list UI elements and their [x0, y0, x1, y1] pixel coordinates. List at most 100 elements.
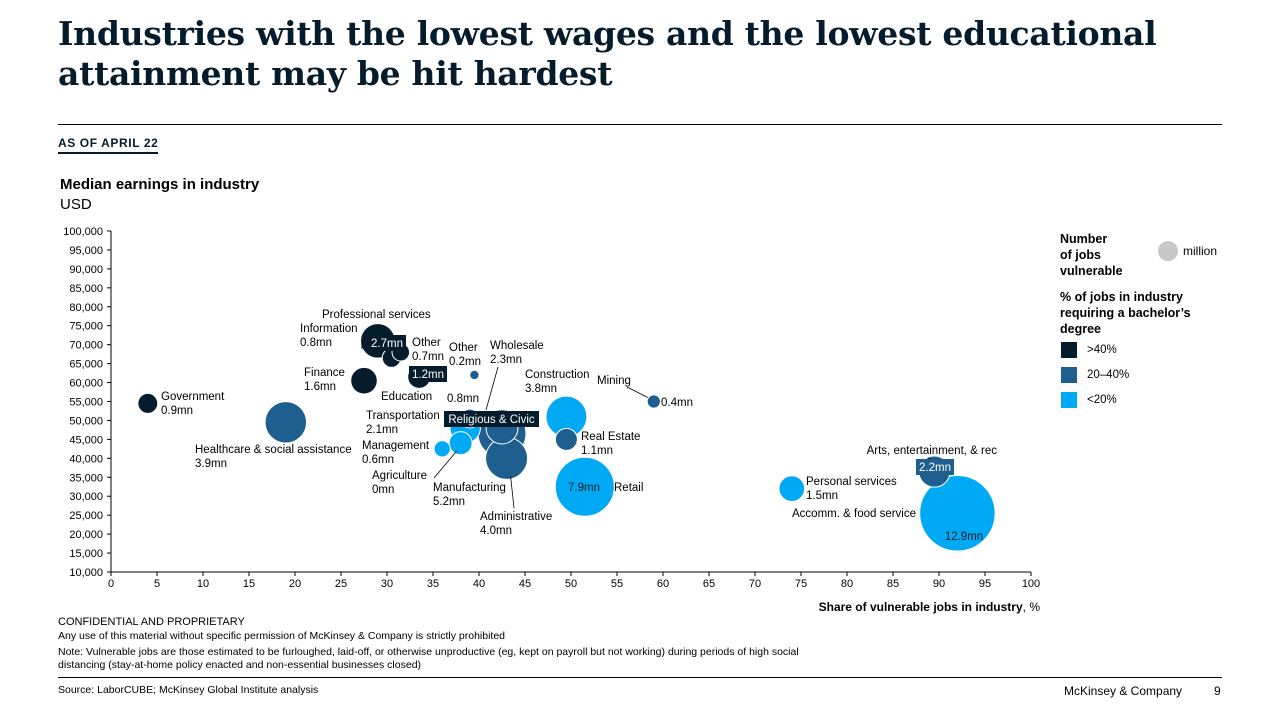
y-tick-label: 60,000: [69, 378, 103, 390]
x-tick-label: 35: [427, 578, 439, 590]
leader-line: [510, 476, 515, 509]
data-label: Other: [412, 337, 441, 349]
data-label: Professional services: [322, 309, 431, 321]
data-bubble: [433, 440, 451, 458]
y-tick-label: 30,000: [69, 491, 103, 503]
data-label: Information: [300, 323, 358, 335]
data-label: Manufacturing: [433, 482, 506, 494]
y-tick-label: 75,000: [69, 321, 103, 333]
y-tick-label: 100,000: [63, 226, 103, 238]
data-label: Wholesale: [490, 340, 544, 352]
data-label: 4.0mn: [480, 525, 512, 537]
data-label: 3.8mn: [525, 383, 557, 395]
bubble-value-label-box: [368, 335, 406, 351]
y-tick-label: 15,000: [69, 548, 103, 560]
data-label: Administrative: [480, 511, 552, 523]
data-label: 1.6mn: [304, 381, 336, 393]
data-label: 0.4mn: [661, 397, 693, 409]
x-axis-title-unit: , %: [1022, 600, 1040, 614]
page-number: 9: [1214, 684, 1221, 698]
x-tick-label: 95: [979, 578, 991, 590]
source-note: Source: LaborCUBE; McKinsey Global Insti…: [58, 684, 319, 696]
footnote: Note: Vulnerable jobs are those estimate…: [58, 646, 799, 671]
legend-size-marker: [1158, 241, 1178, 261]
legend-size-title: Number of jobs vulnerable: [1060, 232, 1123, 278]
data-bubble: [554, 456, 615, 517]
legend-item-label: >40%: [1087, 344, 1117, 356]
data-bubble: [919, 475, 996, 552]
y-tick-label: 35,000: [69, 472, 103, 484]
bubble-value-label: 2.7mn: [371, 338, 403, 350]
x-tick-label: 65: [703, 578, 715, 590]
legend-swatch: [1061, 342, 1077, 358]
usage-notice: Any use of this material without specifi…: [58, 630, 506, 642]
y-axis-unit: USD: [60, 196, 92, 213]
bubble-name-label-box: [444, 411, 539, 427]
data-label: Mining: [597, 375, 631, 387]
data-label: 3.9mn: [195, 458, 227, 470]
y-tick-label: 45,000: [69, 434, 103, 446]
y-tick-label: 70,000: [69, 340, 103, 352]
y-tick-label: 40,000: [69, 453, 103, 465]
data-label: 1.5mn: [806, 490, 838, 502]
x-tick-label: 20: [289, 578, 301, 590]
data-label: Agriculture: [372, 470, 427, 482]
data-bubble: [448, 431, 473, 456]
data-label: Other: [449, 342, 478, 354]
legend-item-low: <20%: [1061, 392, 1117, 408]
bubble-value-label: 1.2mn: [412, 369, 444, 381]
bubble-name-label: Religious & Civic: [448, 414, 535, 426]
data-label: Healthcare & social assistance: [195, 444, 352, 456]
data-bubble: [264, 401, 308, 444]
data-bubble: [469, 369, 480, 381]
legend-item-label: <20%: [1087, 394, 1117, 406]
top-divider: [58, 124, 1222, 125]
data-bubble: [350, 366, 378, 395]
x-tick-label: 15: [243, 578, 255, 590]
data-label: 0.9mn: [161, 405, 193, 417]
x-axis-title: Share of vulnerable jobs in industry, %: [760, 600, 1040, 614]
confidential-label: CONFIDENTIAL AND PROPRIETARY: [58, 616, 245, 628]
x-tick-label: 30: [381, 578, 393, 590]
y-tick-label: 10,000: [69, 567, 103, 579]
data-label: 0.8mn: [447, 393, 479, 405]
x-tick-label: 55: [611, 578, 623, 590]
x-tick-label: 0: [108, 578, 114, 590]
data-label: Personal services: [806, 476, 897, 488]
bubble-value-label: 2.2mn: [919, 462, 951, 474]
x-tick-label: 40: [473, 578, 485, 590]
data-label: Management: [362, 440, 430, 452]
x-tick-label: 50: [565, 578, 577, 590]
data-bubble: [554, 427, 578, 451]
page-title: Industries with the lowest wages and the…: [58, 14, 1157, 93]
data-label: Government: [161, 391, 225, 403]
data-label: 0.2mn: [449, 356, 481, 368]
data-label: 0.7mn: [412, 351, 444, 363]
legend-item-high: >40%: [1061, 342, 1117, 358]
y-tick-label: 25,000: [69, 510, 103, 522]
x-tick-label: 75: [795, 578, 807, 590]
legend-size-unit: million: [1183, 244, 1218, 258]
legend-color-title: % of jobs in industry requiring a bachel…: [1060, 290, 1191, 336]
x-tick-label: 10: [197, 578, 209, 590]
leader-line: [485, 366, 499, 411]
bubble-value-label-box: [409, 366, 447, 382]
legend-item-mid: 20–40%: [1061, 367, 1129, 383]
data-label: 1.1mn: [581, 445, 613, 457]
y-tick-label: 85,000: [69, 283, 103, 295]
leader-line: [433, 450, 457, 479]
x-tick-label: 45: [519, 578, 531, 590]
legend-swatch: [1061, 367, 1077, 383]
data-label: Finance: [304, 367, 345, 379]
as-of-label: AS OF APRIL 22: [58, 136, 159, 154]
x-tick-label: 85: [887, 578, 899, 590]
data-label: Construction: [525, 369, 590, 381]
y-tick-label: 95,000: [69, 245, 103, 257]
x-axis-title-bold: Share of vulnerable jobs in industry: [818, 600, 1023, 614]
x-tick-label: 80: [841, 578, 853, 590]
data-bubble: [137, 392, 159, 414]
legend-swatch: [1061, 392, 1077, 408]
x-tick-label: 100: [1022, 578, 1040, 590]
data-label: 2.3mn: [490, 354, 522, 366]
